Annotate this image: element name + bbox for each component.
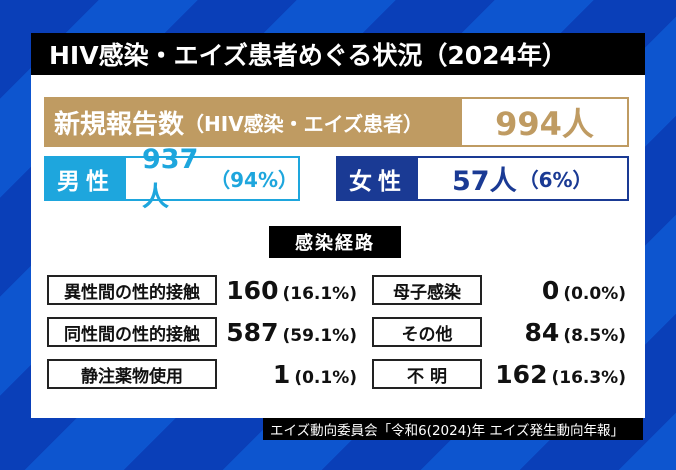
page-title: HIV感染・エイズ患者めぐる状況（2024年）	[49, 41, 567, 70]
title-bar: HIV感染・エイズ患者めぐる状況（2024年）	[31, 33, 645, 75]
route-value: 160 (16.1%)	[217, 276, 357, 305]
female-count: 57人	[452, 166, 517, 197]
route-pct: (16.3%)	[551, 367, 626, 388]
source-caption: エイズ動向委員会「令和6(2024)年 エイズ発生動向年報」	[263, 418, 643, 440]
route-value: 84 (8.5%)	[482, 318, 626, 347]
male-count: 937人	[142, 143, 199, 213]
route-item: 同性間の性的接触 587 (59.1%)	[47, 316, 357, 348]
route-count: 84	[524, 317, 560, 347]
route-label: 母子感染	[372, 275, 482, 305]
route-label: 不 明	[372, 359, 482, 389]
route-count: 162	[495, 359, 548, 389]
route-item: その他 84 (8.5%)	[372, 316, 626, 348]
route-label: 異性間の性的接触	[47, 275, 217, 305]
route-value: 1 (0.1%)	[217, 360, 357, 389]
route-pct: (0.1%)	[294, 367, 357, 388]
male-value: 937人 （94%）	[126, 144, 298, 213]
route-count: 587	[226, 317, 279, 347]
route-value: 587 (59.1%)	[217, 318, 357, 347]
route-pct: (0.0%)	[563, 283, 626, 304]
route-label: 静注薬物使用	[47, 359, 217, 389]
male-box: 男性 937人 （94%）	[44, 144, 300, 213]
route-item: 静注薬物使用 1 (0.1%)	[47, 358, 357, 390]
route-count: 0	[541, 275, 560, 305]
route-item: 母子感染 0 (0.0%)	[372, 274, 626, 306]
female-value: 57人 （6%）	[418, 158, 627, 199]
routes-heading: 感染経路	[269, 226, 401, 258]
new-reports-row: 新規報告数 （HIV感染・エイズ患者） 994人	[44, 97, 629, 147]
route-pct: (8.5%)	[563, 325, 626, 346]
route-value: 162 (16.3%)	[482, 360, 626, 389]
female-pct: （6%）	[518, 168, 593, 192]
new-reports-label-text: 新規報告数	[54, 109, 185, 140]
female-box: 女性 57人 （6%）	[336, 156, 629, 201]
route-pct: (59.1%)	[282, 325, 357, 346]
route-label: 同性間の性的接触	[47, 317, 217, 347]
male-label: 男性	[46, 158, 126, 199]
new-reports-label: 新規報告数 （HIV感染・エイズ患者）	[46, 99, 462, 145]
route-value: 0 (0.0%)	[482, 276, 626, 305]
route-count: 160	[226, 275, 279, 305]
male-pct: （94%）	[210, 168, 298, 192]
new-reports-sublabel: （HIV感染・エイズ患者）	[184, 111, 424, 136]
source-text: エイズ動向委員会「令和6(2024)年 エイズ発生動向年報」	[270, 423, 624, 439]
route-pct: (16.1%)	[282, 283, 357, 304]
route-item: 異性間の性的接触 160 (16.1%)	[47, 274, 357, 306]
route-count: 1	[272, 359, 291, 389]
new-reports-value: 994人	[495, 105, 594, 143]
route-label: その他	[372, 317, 482, 347]
route-item: 不 明 162 (16.3%)	[372, 358, 626, 390]
female-label: 女性	[338, 158, 418, 199]
